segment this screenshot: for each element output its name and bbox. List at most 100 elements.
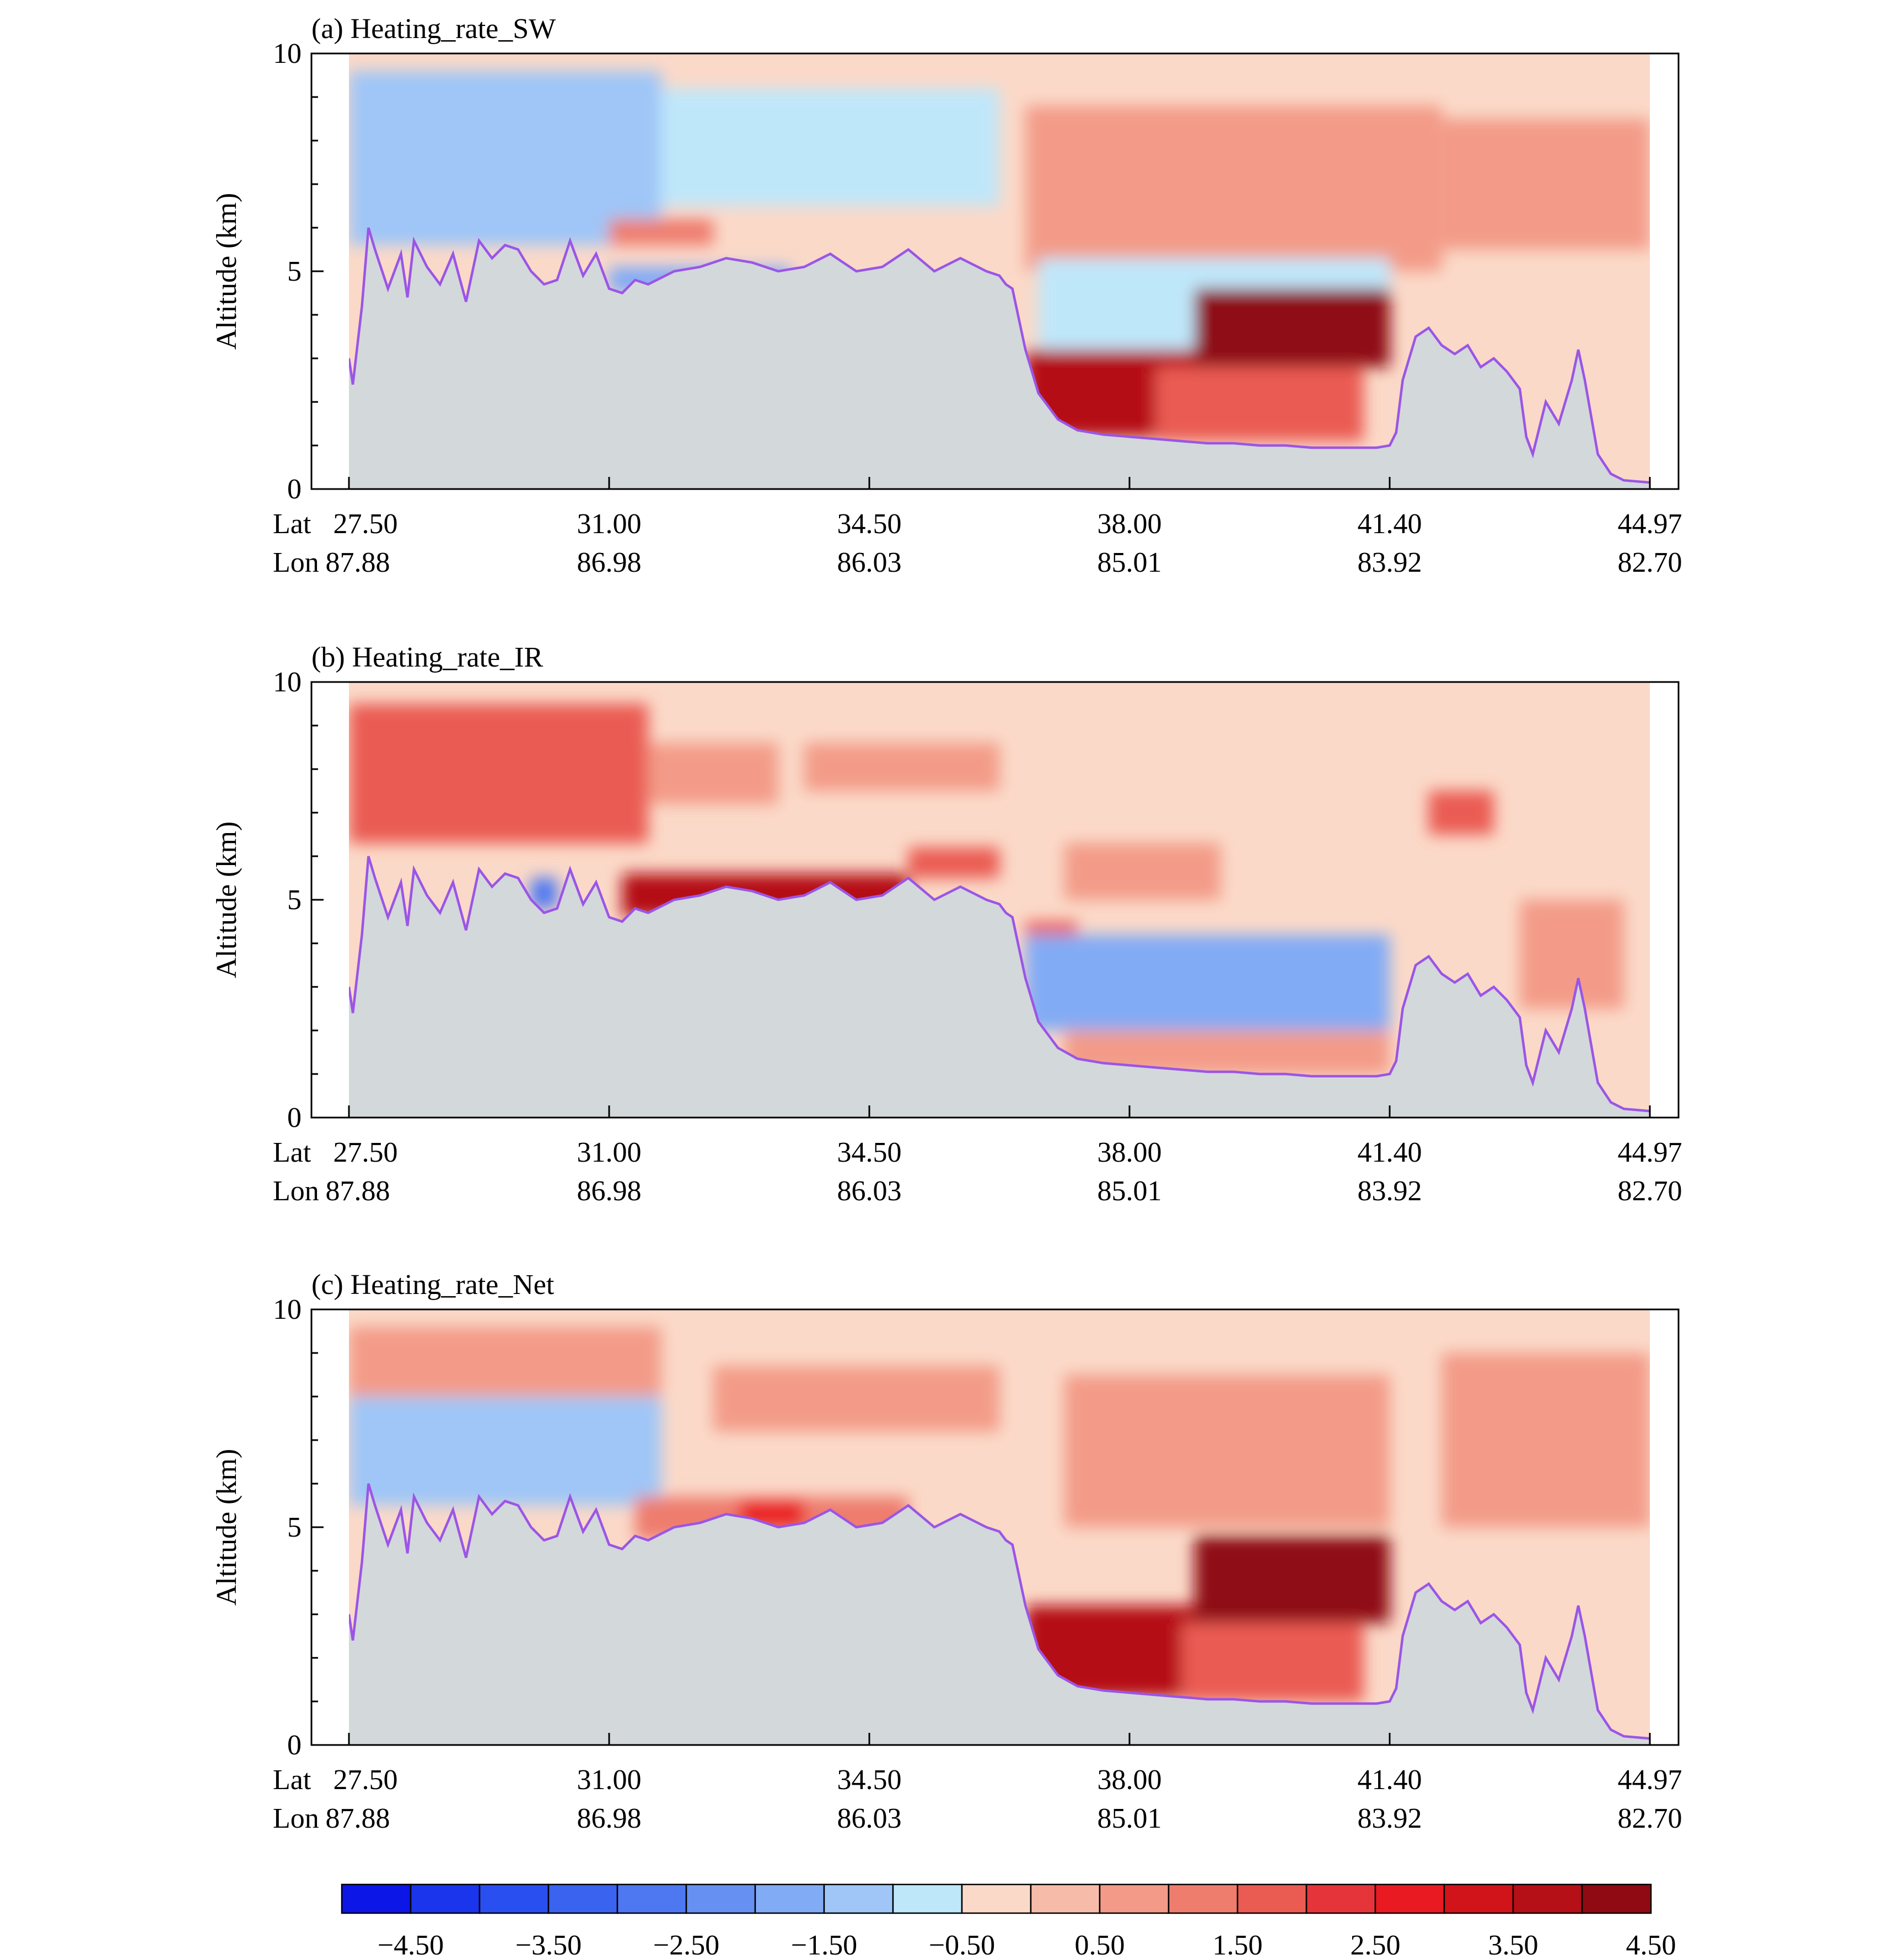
x-tick-label-lat: 44.97 (1618, 1764, 1682, 1796)
panel-c: 0 5 10 Altitude (km) (c) Heating_rate_Net 27.… (211, 1269, 1682, 1834)
x-row-label-lon: Lon (273, 1803, 319, 1834)
heatmap-field (349, 682, 1650, 1118)
x-tick-label-lat: 44.97 (1618, 508, 1682, 540)
colorbar-box (410, 1883, 481, 1914)
x-row-label-lat: Lat (273, 1764, 311, 1796)
terrain-area (349, 1484, 1650, 1745)
x-tick-label-lat: 27.50 (334, 1137, 398, 1168)
colorbar-label: −0.50 (929, 1930, 995, 1960)
heatmap-region (1195, 1535, 1390, 1623)
heatmap-region (713, 1366, 999, 1432)
y-tick-label: 0 (287, 1102, 302, 1134)
x-tick-label-lon: 82.70 (1618, 547, 1682, 578)
x-tick-label-lat: 31.00 (577, 1137, 642, 1168)
heatmap-region (661, 88, 999, 206)
terrain-line (349, 856, 1650, 1113)
heatmap-field (349, 53, 1650, 489)
colorbar-label: 3.50 (1488, 1930, 1539, 1960)
x-tick-label-lat: 31.00 (577, 1764, 642, 1796)
x-tick-label-lon: 86.98 (577, 547, 642, 578)
x-tick-label-lon: 87.88 (326, 547, 390, 578)
heatmap-region (1441, 1353, 1650, 1527)
x-tick-label-lon: 83.92 (1358, 1175, 1422, 1207)
x-tick-label-lon: 83.92 (1358, 547, 1422, 578)
colorbar-label: 4.50 (1626, 1930, 1676, 1960)
heatmap-region (804, 743, 999, 791)
heatmap-region (1441, 119, 1650, 250)
heatmap-field (349, 1309, 1650, 1745)
x-tick-label-lon: 82.70 (1618, 1803, 1682, 1834)
y-axis-label: Altitude (km) (211, 821, 243, 979)
y-tick-label: 5 (287, 884, 302, 916)
heatmap-region (1428, 791, 1494, 835)
colorbar-box (1581, 1883, 1652, 1914)
x-tick-label-lat: 38.00 (1098, 1137, 1162, 1168)
x-tick-label-lon: 87.88 (326, 1803, 390, 1834)
y-tick-label: 10 (273, 667, 302, 698)
terrain-area (349, 228, 1650, 489)
panel-title: (a) Heating_rate_SW (311, 13, 556, 45)
colorbar-box (961, 1883, 1032, 1914)
heatmap-region (349, 1397, 661, 1506)
x-tick-label-lat: 34.50 (837, 1137, 902, 1168)
y-tick-label: 0 (287, 474, 302, 505)
x-row-label-lat: Lat (273, 1137, 311, 1168)
heatmap-region (1195, 288, 1390, 367)
x-tick-label-lat: 34.50 (837, 1764, 902, 1796)
colorbar-box (1099, 1883, 1170, 1914)
panel-b: 0 5 10 Altitude (km) (b) Heating_rate_IR 27.5… (211, 642, 1682, 1207)
colorbar-box (547, 1883, 618, 1914)
x-tick-label-lon: 83.92 (1358, 1803, 1422, 1834)
x-tick-label-lon: 85.01 (1098, 1175, 1162, 1207)
x-tick-label-lat: 41.40 (1358, 508, 1422, 540)
x-tick-label-lon: 86.98 (577, 1175, 642, 1207)
terrain-line (349, 1483, 1650, 1740)
x-tick-label-lat: 44.97 (1618, 1137, 1682, 1168)
x-tick-label-lat: 34.50 (837, 508, 902, 540)
colorbar-box (1236, 1883, 1308, 1914)
x-tick-label-lon: 86.03 (837, 1803, 902, 1834)
x-tick-label-lat: 41.40 (1358, 1764, 1422, 1796)
x-tick-label-lon: 85.01 (1098, 547, 1162, 578)
heatmap-region (609, 219, 713, 245)
x-tick-label-lat: 27.50 (334, 1764, 398, 1796)
heatmap-region (1181, 1623, 1364, 1701)
colorbar-label: 0.50 (1075, 1930, 1125, 1960)
x-row-label-lon: Lon (273, 547, 319, 578)
x-tick-label-lon: 86.98 (577, 1803, 642, 1834)
y-tick-label: 5 (287, 256, 302, 287)
x-row-label-lat: Lat (273, 508, 311, 540)
heatmap-region (1025, 935, 1390, 1030)
colorbar-box (685, 1883, 756, 1914)
terrain-area (349, 856, 1650, 1118)
panel-title: (b) Heating_rate_IR (311, 642, 543, 673)
x-tick-label-lon: 85.01 (1098, 1803, 1162, 1834)
colorbar-label: −4.50 (378, 1930, 444, 1960)
y-tick-label: 5 (287, 1512, 302, 1543)
heatmap-region (648, 743, 778, 804)
colorbar-label: 2.50 (1351, 1930, 1401, 1960)
y-tick-label: 0 (287, 1730, 302, 1761)
x-tick-label-lat: 38.00 (1098, 1764, 1162, 1796)
colorbar-box (478, 1883, 550, 1914)
panel-title: (c) Heating_rate_Net (311, 1269, 555, 1301)
terrain-line (349, 227, 1650, 484)
colorbar: −4.50 −3.50 −2.50 −1.50 −0.50 0.50 1.50 2.50 3.5… (341, 1883, 1676, 1960)
colorbar-box (616, 1883, 687, 1914)
y-axis-label: Altitude (km) (211, 193, 243, 350)
colorbar-label: −3.50 (515, 1930, 582, 1960)
x-tick-label-lat: 27.50 (334, 508, 398, 540)
heatmap-region (908, 847, 999, 878)
heatmap-region (1064, 843, 1221, 900)
colorbar-box (341, 1883, 412, 1914)
x-tick-label-lat: 41.40 (1358, 1137, 1422, 1168)
x-tick-label-lat: 31.00 (577, 508, 642, 540)
colorbar-box (754, 1883, 825, 1914)
heatmap-region (349, 704, 648, 844)
colorbar-box (1168, 1883, 1239, 1914)
y-axis-label: Altitude (km) (211, 1449, 243, 1606)
colorbar-label: −1.50 (791, 1930, 857, 1960)
y-tick-label: 10 (273, 38, 302, 69)
colorbar-box (892, 1883, 963, 1914)
